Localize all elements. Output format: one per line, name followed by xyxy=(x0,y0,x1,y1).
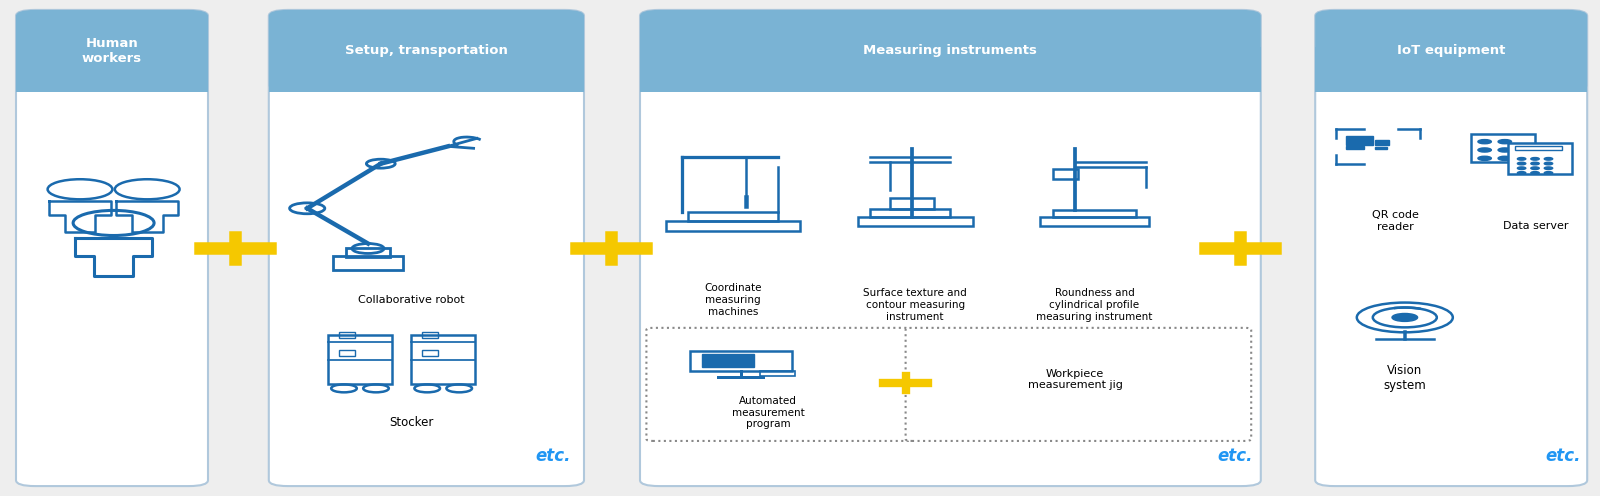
Bar xyxy=(1374,140,1389,144)
Text: Collaborative robot: Collaborative robot xyxy=(358,295,464,305)
Text: etc.: etc. xyxy=(1546,447,1581,465)
Bar xyxy=(890,198,934,209)
Circle shape xyxy=(1544,162,1552,165)
Circle shape xyxy=(1531,158,1539,160)
Circle shape xyxy=(1517,162,1526,165)
Bar xyxy=(16,47,208,92)
FancyBboxPatch shape xyxy=(640,10,1261,92)
Text: Human
workers: Human workers xyxy=(82,37,142,65)
Text: Data server: Data server xyxy=(1504,221,1568,231)
Circle shape xyxy=(1544,172,1552,174)
Bar xyxy=(760,371,795,376)
Circle shape xyxy=(1544,158,1552,160)
Bar xyxy=(870,209,950,217)
Bar xyxy=(688,212,778,221)
Text: etc.: etc. xyxy=(536,447,571,465)
Text: Workpiece
measurement jig: Workpiece measurement jig xyxy=(1027,369,1123,390)
Bar xyxy=(1346,136,1373,144)
FancyBboxPatch shape xyxy=(16,10,208,92)
Bar xyxy=(1515,146,1562,150)
FancyBboxPatch shape xyxy=(640,10,1261,486)
Text: Vision
system: Vision system xyxy=(1384,364,1426,392)
FancyBboxPatch shape xyxy=(1315,10,1587,92)
FancyBboxPatch shape xyxy=(646,328,912,441)
Bar xyxy=(1315,47,1587,92)
Text: Coordinate
measuring
machines: Coordinate measuring machines xyxy=(704,284,762,316)
Bar xyxy=(269,47,584,92)
Circle shape xyxy=(1478,148,1491,152)
Text: IoT equipment: IoT equipment xyxy=(1397,44,1506,58)
Circle shape xyxy=(1544,167,1552,170)
FancyBboxPatch shape xyxy=(16,10,208,486)
Bar xyxy=(1346,146,1363,149)
Text: Roundness and
cylindrical profile
measuring instrument: Roundness and cylindrical profile measur… xyxy=(1037,289,1152,321)
Text: Automated
measurement
program: Automated measurement program xyxy=(731,396,805,429)
Bar xyxy=(346,248,390,257)
Circle shape xyxy=(1498,156,1512,160)
Bar xyxy=(411,335,475,384)
Bar xyxy=(858,217,973,226)
Circle shape xyxy=(1531,167,1539,170)
FancyBboxPatch shape xyxy=(1315,10,1587,486)
Bar xyxy=(339,332,355,338)
Bar xyxy=(1509,143,1573,175)
Text: etc.: etc. xyxy=(1218,447,1253,465)
Text: Measuring instruments: Measuring instruments xyxy=(864,44,1037,58)
Circle shape xyxy=(1498,139,1512,144)
Circle shape xyxy=(1478,156,1491,160)
Bar xyxy=(690,351,792,371)
Circle shape xyxy=(1517,167,1526,170)
Bar xyxy=(328,335,392,384)
Bar xyxy=(333,256,403,270)
Bar xyxy=(1374,147,1387,149)
Circle shape xyxy=(1531,162,1539,165)
Circle shape xyxy=(1392,313,1418,321)
Circle shape xyxy=(1531,172,1539,174)
Bar xyxy=(1040,217,1149,226)
Circle shape xyxy=(1517,172,1526,174)
Text: Stocker: Stocker xyxy=(389,416,434,429)
Text: Setup, transportation: Setup, transportation xyxy=(346,44,507,58)
Text: Surface texture and
contour measuring
instrument: Surface texture and contour measuring in… xyxy=(864,289,966,321)
Circle shape xyxy=(1498,148,1512,152)
Bar xyxy=(422,332,438,338)
Circle shape xyxy=(1478,139,1491,144)
Bar xyxy=(422,350,438,356)
FancyBboxPatch shape xyxy=(269,10,584,92)
Bar xyxy=(640,47,1261,92)
Bar xyxy=(339,350,355,356)
Bar xyxy=(1053,169,1078,179)
FancyBboxPatch shape xyxy=(906,328,1251,441)
Bar xyxy=(702,354,754,367)
Text: QR code
reader: QR code reader xyxy=(1371,210,1419,232)
Bar xyxy=(666,221,800,231)
Circle shape xyxy=(1517,158,1526,160)
Bar xyxy=(1472,134,1534,163)
FancyBboxPatch shape xyxy=(269,10,584,486)
Bar xyxy=(1053,210,1136,217)
